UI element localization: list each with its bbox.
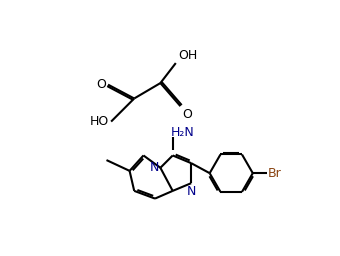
Text: N: N	[150, 161, 159, 174]
Text: Br: Br	[268, 167, 282, 180]
Text: O: O	[96, 78, 106, 91]
Text: OH: OH	[178, 49, 197, 61]
Text: O: O	[183, 108, 192, 121]
Text: HO: HO	[89, 115, 109, 128]
Text: N: N	[187, 185, 196, 198]
Text: H₂N: H₂N	[170, 126, 194, 139]
